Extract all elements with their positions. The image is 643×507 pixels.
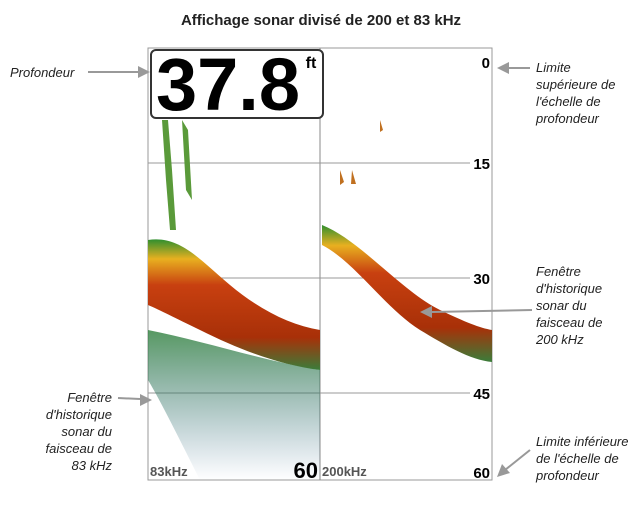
annotation: supérieure de <box>536 77 616 92</box>
annotation: 83 kHz <box>72 458 113 473</box>
annotation: Profondeur <box>10 65 75 80</box>
left-frequency: 83kHz <box>150 464 188 479</box>
sonar-scatter <box>148 330 320 480</box>
title: Affichage sonar divisé de 200 et 83 kHz <box>181 12 461 29</box>
annotation: d'historique <box>536 281 602 296</box>
annotation: sonar du <box>61 424 112 439</box>
annotation: Limite inférieure <box>536 434 629 449</box>
scale-label: 60 <box>473 465 490 482</box>
annotation: de l'échelle de <box>536 451 619 466</box>
scale-label: 45 <box>473 386 490 403</box>
annotation: d'historique <box>46 407 112 422</box>
left-range: 60 <box>294 458 318 483</box>
annotation: profondeur <box>535 468 600 483</box>
annotation: faisceau de <box>536 315 603 330</box>
scale-label: 15 <box>473 156 490 173</box>
annotation: Fenêtre <box>536 264 581 279</box>
sonar-bottom <box>322 225 492 362</box>
annotation: 200 kHz <box>535 332 584 347</box>
depth-value: 37.8 <box>156 43 300 126</box>
scale-label: 30 <box>473 271 490 288</box>
annotation: Fenêtre <box>67 390 112 405</box>
annotation: sonar du <box>536 298 587 313</box>
annotation: profondeur <box>535 111 600 126</box>
depth-box <box>150 49 324 119</box>
annotation: faisceau de <box>46 441 113 456</box>
annotation: Limite <box>536 60 571 75</box>
scale-label: 0 <box>482 55 490 72</box>
sonar-bottom <box>148 239 320 370</box>
right-frequency: 200kHz <box>322 464 367 479</box>
annotation: l'échelle de <box>536 94 601 109</box>
arrows <box>88 62 533 477</box>
depth-unit: ft <box>306 55 317 72</box>
sonar-fish <box>162 120 192 230</box>
